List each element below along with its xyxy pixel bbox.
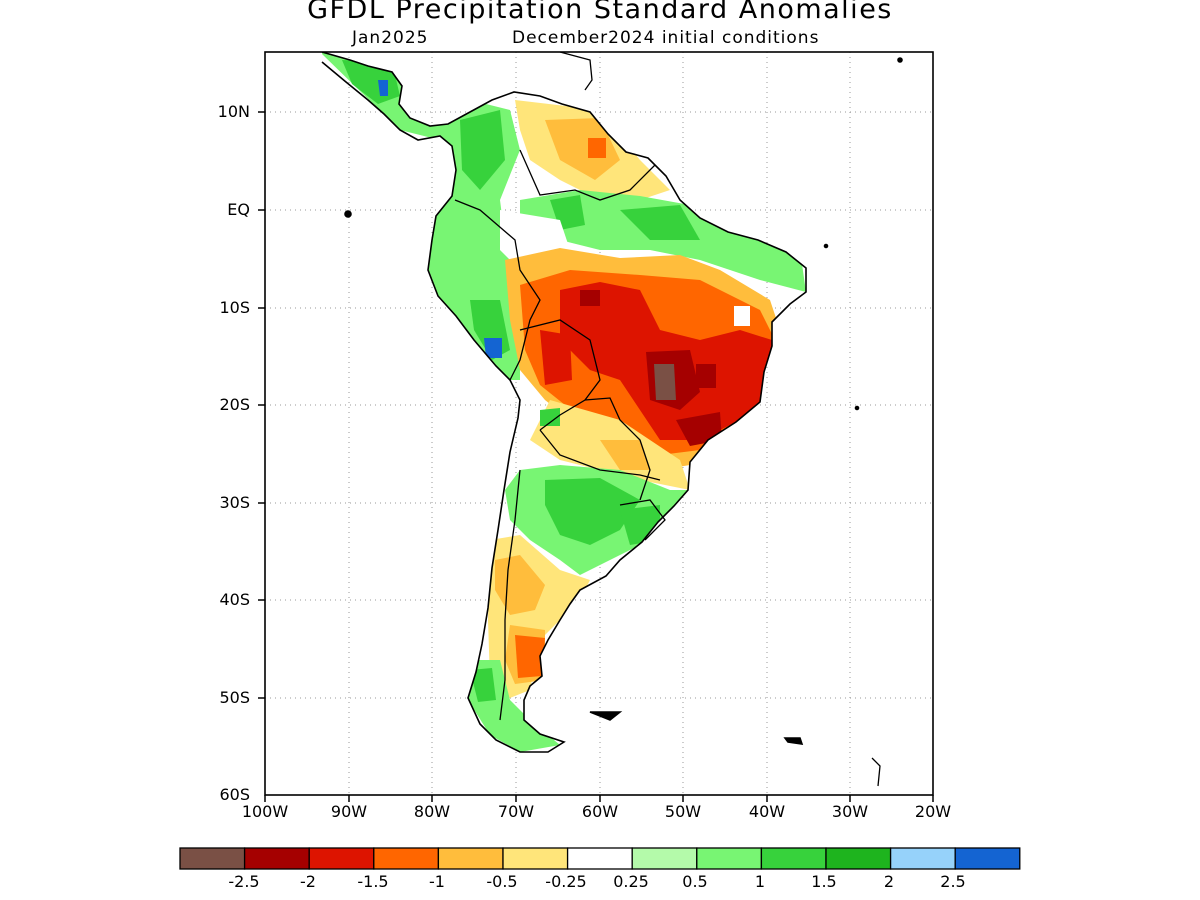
map-frame [264, 51, 934, 796]
lat-label-10s: 10S [219, 298, 250, 317]
colorbar-label: -2.5 [228, 872, 260, 891]
lon-label-90w: 90W [330, 802, 368, 821]
colorbar-label: 0.5 [682, 872, 708, 891]
colorbar-label: 2.5 [940, 872, 966, 891]
lat-label-60s: 60S [219, 785, 250, 804]
map-title: GFDL Precipitation Standard Anomalies [307, 0, 893, 25]
colorbar-swatch [889, 847, 956, 870]
colorbar-label: -2 [300, 872, 316, 891]
anomaly-field [322, 52, 806, 752]
colorbar-swatch [696, 847, 763, 870]
coastlines [321, 52, 903, 787]
colorbar-swatch [179, 847, 246, 870]
lat-label-30s: 30S [219, 493, 250, 512]
init-conditions-label: December2024 initial conditions [512, 28, 820, 48]
lat-label-10n: 10N [217, 102, 250, 121]
colorbar-swatch [373, 847, 440, 870]
colorbar-swatch [760, 847, 827, 870]
lon-label-100w: 100W [241, 802, 289, 821]
colorbar-label: 2 [883, 872, 895, 891]
colorbar-label: 1 [754, 872, 766, 891]
lat-label-eq: EQ [227, 200, 250, 219]
lon-label-20w: 20W [914, 802, 952, 821]
colorbar-swatch [502, 847, 569, 870]
colorbar-label: -1 [429, 872, 445, 891]
tick-marks [258, 111, 934, 802]
colorbar-swatch [243, 847, 310, 870]
lon-label-60w: 60W [581, 802, 619, 821]
lon-label-70w: 70W [497, 802, 535, 821]
colorbar-swatch [566, 847, 633, 870]
colorbar-swatch [631, 847, 698, 870]
valid-month-label: Jan2025 [352, 28, 429, 48]
lat-label-50s: 50S [219, 688, 250, 707]
colorbar-swatch [954, 847, 1021, 870]
colorbar-swatch [437, 847, 504, 870]
colorbar [179, 847, 1021, 870]
colorbar-swatch [825, 847, 892, 870]
lon-label-40w: 40W [748, 802, 786, 821]
lon-label-80w: 80W [413, 802, 451, 821]
colorbar-label: 0.25 [613, 872, 649, 891]
lat-label-20s: 20S [219, 395, 250, 414]
lon-label-30w: 30W [831, 802, 869, 821]
lon-label-50w: 50W [664, 802, 702, 821]
colorbar-label: -0.25 [545, 872, 587, 891]
colorbar-swatch [308, 847, 375, 870]
colorbar-label: 1.5 [811, 872, 837, 891]
colorbar-label: -1.5 [357, 872, 389, 891]
colorbar-label: -0.5 [486, 872, 518, 891]
lat-label-40s: 40S [219, 590, 250, 609]
